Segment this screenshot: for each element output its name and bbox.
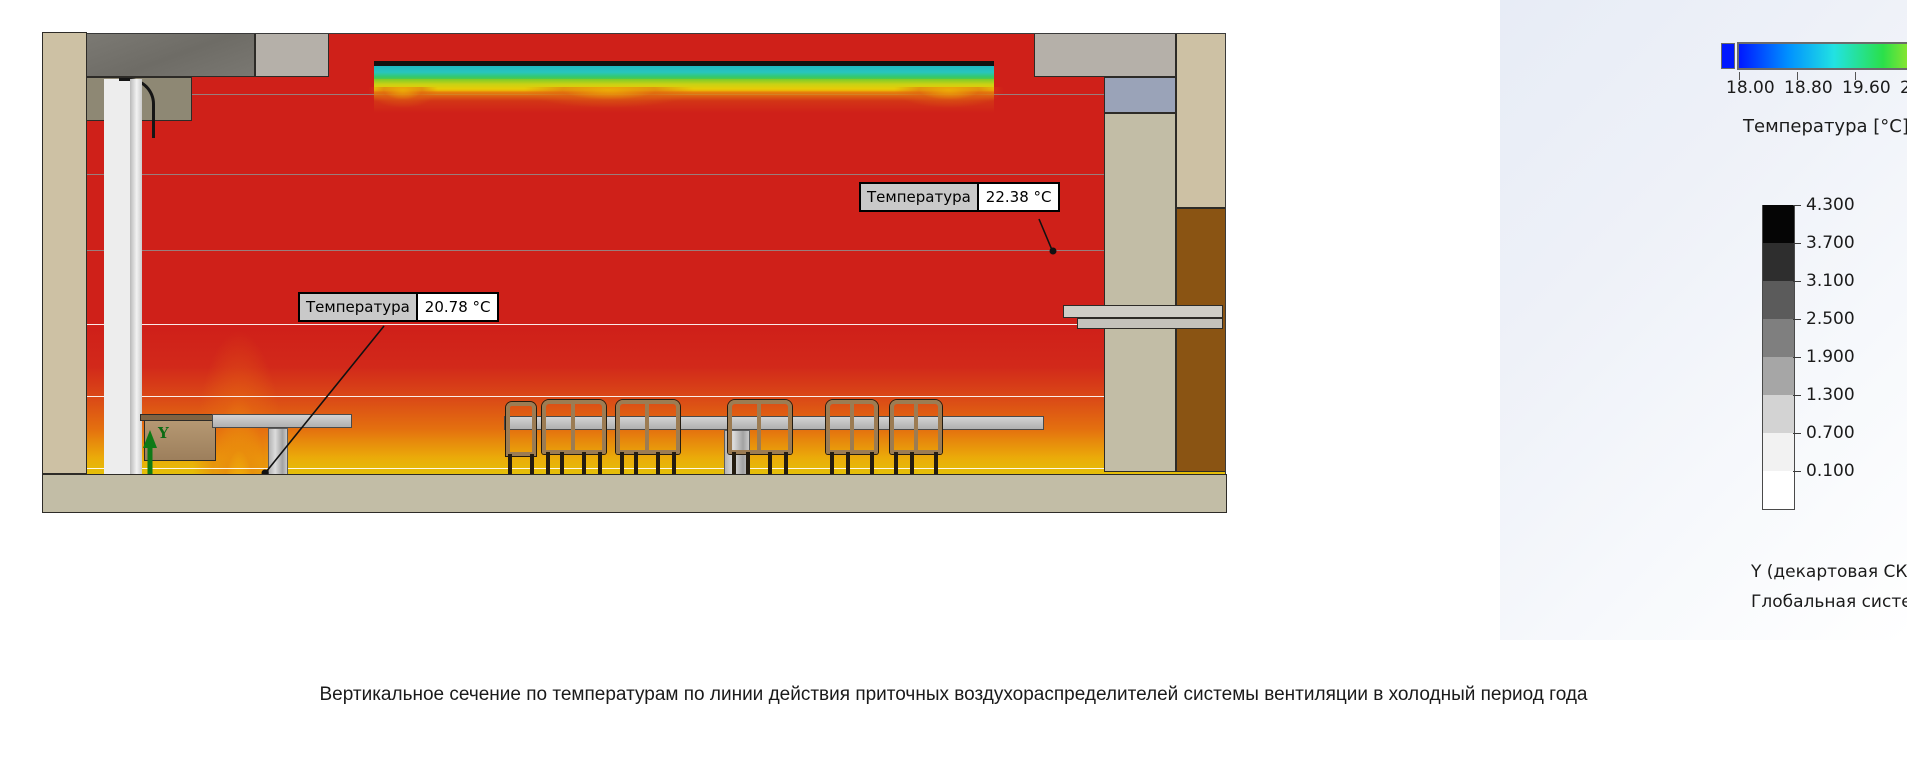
- figure-caption: Вертикальное сечение по температурам по …: [319, 684, 1588, 705]
- secondary-legend-bar[interactable]: 4.300 3.700 3.100 2.500 1.900 1.300 0.70…: [1762, 195, 1855, 510]
- legend-tick: [1793, 319, 1801, 320]
- supply-air-jet: [368, 61, 1004, 121]
- legend-value: 4.300: [1806, 195, 1855, 215]
- chair-mid-rail: [757, 400, 762, 454]
- return-grille-right: [1104, 77, 1176, 113]
- wall-outer-left: [42, 32, 87, 474]
- colorbar[interactable]: [1721, 42, 1907, 80]
- chair-mid-rail: [645, 400, 650, 454]
- temperature-field-viewport[interactable]: Y Z X Температура 22.38 °C Температура 2…: [43, 33, 1226, 511]
- colorbar-tick-label: 18.00: [1726, 78, 1775, 98]
- chair-mid-rail: [849, 400, 854, 454]
- legend-value: 3.700: [1806, 233, 1855, 253]
- chair-back: [506, 402, 536, 456]
- legend-tick: [1793, 395, 1801, 396]
- wall-trim-left: [130, 79, 142, 499]
- colorbar-tick: [1855, 72, 1856, 80]
- jet-cold-core: [374, 66, 994, 80]
- ceiling-panel-left: [255, 34, 329, 77]
- colorbar-tick-label: 19.60: [1842, 78, 1891, 98]
- shelf-right-lower: [1077, 318, 1223, 329]
- shelf-right-upper: [1063, 305, 1223, 318]
- ceiling-panel-right: [1034, 34, 1176, 77]
- wall-column-right: [1176, 34, 1225, 208]
- legend-value: 3.100: [1806, 271, 1855, 291]
- legend-tick: [1793, 243, 1801, 244]
- legend-band: [1762, 243, 1795, 281]
- contour-line: [44, 324, 1225, 325]
- legend-band: [1762, 471, 1795, 510]
- annotation-value: 22.38 °C: [978, 184, 1059, 210]
- legend-band: [1762, 395, 1795, 433]
- jet-lobe: [894, 87, 1004, 117]
- legend-value: 1.300: [1806, 385, 1855, 405]
- desk-run-top: [504, 416, 1044, 430]
- floor-slab: [42, 474, 1227, 513]
- legend-band: [1762, 205, 1795, 243]
- annotation-temp-lower[interactable]: Температура 20.78 °C: [298, 292, 500, 322]
- diffuser-bar: [374, 61, 994, 67]
- colorbar-under-cap: [1721, 43, 1735, 69]
- chair-mid-rail: [571, 400, 576, 454]
- colorbar-tick-label: 20.40: [1900, 78, 1907, 98]
- contour-line: [44, 250, 1225, 251]
- legend-tick: [1793, 433, 1801, 434]
- cfd-scene: Y Z X Температура 22.38 °C Температура 2…: [42, 32, 1521, 628]
- legend-panel: [1500, 0, 1907, 640]
- legend-tick: [1793, 471, 1801, 472]
- legend-tick: [1793, 357, 1801, 358]
- annotation-key: Температура: [861, 184, 979, 210]
- jet-lobe: [524, 87, 694, 117]
- jet-lobe: [368, 87, 438, 117]
- contour-line: [44, 396, 1225, 397]
- legend-tick: [1793, 281, 1801, 282]
- colorbar-tick: [1739, 72, 1740, 80]
- colorbar-gradient: [1737, 42, 1907, 70]
- secondary-legend-subtitle: Глобальная система координат: [1751, 592, 1907, 612]
- table-top: [212, 414, 352, 428]
- wall-inner-left: [104, 79, 134, 497]
- annotation-value: 20.78 °C: [417, 294, 498, 320]
- legend-value: 1.900: [1806, 347, 1855, 367]
- legend-band: [1762, 357, 1795, 395]
- annotation-leaders: [261, 218, 1057, 477]
- contour-line: [44, 174, 1225, 175]
- legend-band: [1762, 281, 1795, 319]
- legend-value: 0.700: [1806, 423, 1855, 443]
- axis-label-y: Y: [158, 424, 169, 442]
- wall-pier-right: [1104, 113, 1176, 472]
- legend-band: [1762, 433, 1795, 471]
- legend-tick: [1793, 205, 1801, 206]
- annotation-key: Температура: [300, 294, 418, 320]
- annotation-temp-upper[interactable]: Температура 22.38 °C: [859, 182, 1061, 212]
- legend-band: [1762, 319, 1795, 357]
- ceiling-duct-left: [70, 34, 255, 77]
- wall-panel-brown-right: [1176, 208, 1225, 472]
- legend-value: 2.500: [1806, 309, 1855, 329]
- chair-mid-rail: [913, 400, 918, 454]
- cabinet-left: [144, 417, 216, 461]
- colorbar-tick-label: 18.80: [1784, 78, 1833, 98]
- secondary-legend-title: Y (декартовая СК) [m]: [1751, 562, 1907, 582]
- legend-value: 0.100: [1806, 461, 1855, 481]
- colorbar-title: Температура [°C]: [1743, 116, 1907, 137]
- colorbar-tick: [1797, 72, 1798, 80]
